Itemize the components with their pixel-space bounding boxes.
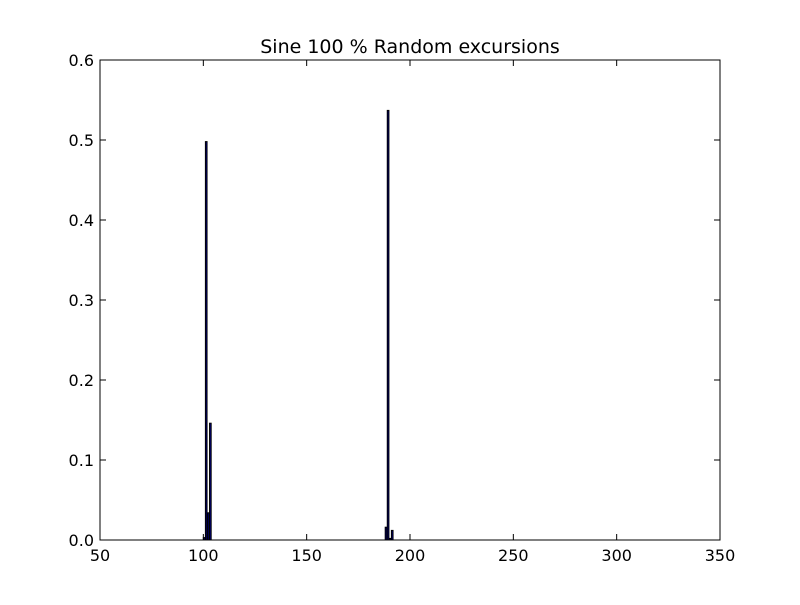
x-tick-label: 300 [601,546,632,565]
bar [386,109,390,541]
bar [384,526,388,541]
y-tick-label: 0.0 [69,531,94,550]
chart-title: Sine 100 % Random excursions [260,36,560,58]
y-tick-label: 0.6 [69,51,94,70]
y-tick-label: 0.5 [69,131,94,150]
bar [209,422,212,541]
y-tick-label: 0.2 [69,371,94,390]
x-tick-label: 50 [90,546,110,565]
y-tick-label: 0.4 [69,211,94,230]
y-tick-label: 0.1 [69,451,94,470]
x-tick-label: 150 [291,546,322,565]
plot-frame [99,59,721,541]
x-axis: 50 100 150 200 250 300 350 [90,60,735,565]
x-tick-label: 350 [705,546,736,565]
x-tick-label: 200 [395,546,426,565]
x-tick-label: 250 [498,546,529,565]
y-axis: 0.0 0.1 0.2 0.3 0.4 0.5 0.6 [69,51,720,550]
bar [206,512,210,541]
bars-group [202,109,394,541]
bar [390,529,394,541]
x-tick-label: 100 [188,546,219,565]
y-tick-label: 0.3 [69,291,94,310]
bar [204,141,208,541]
